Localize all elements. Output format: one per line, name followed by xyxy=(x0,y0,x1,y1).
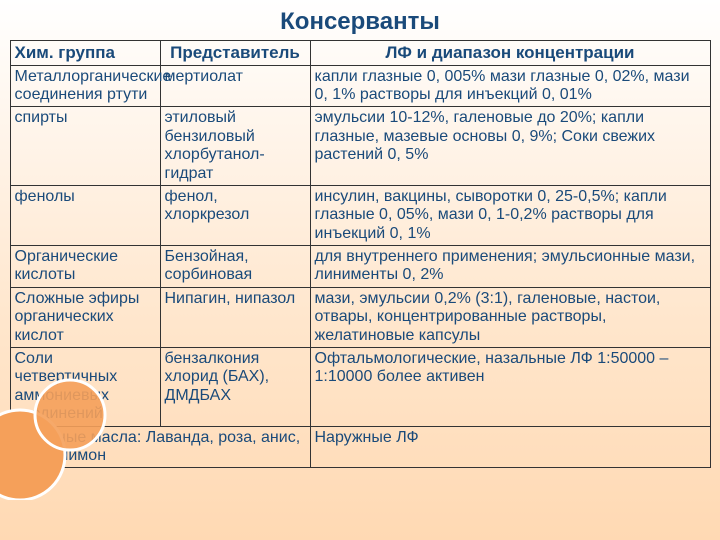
preservatives-table: Хим. группа Представитель ЛФ и диапазон … xyxy=(10,40,711,468)
cell-group: Соли четвертичных аммониевых соединений xyxy=(10,348,160,427)
table-row: Металлорганические соединения ртути мерт… xyxy=(10,65,710,107)
cell-group: спирты xyxy=(10,107,160,186)
cell-dosage: для внутреннего применения; эмульсионные… xyxy=(310,246,710,288)
table-row: Органические кислоты Бензойная, сорбинов… xyxy=(10,246,710,288)
cell-rep: мертиолат xyxy=(160,65,310,107)
header-dosage: ЛФ и диапазон концентрации xyxy=(310,41,710,66)
cell-rep: этиловый бензиловый хлорбутанол-гидрат xyxy=(160,107,310,186)
table-row: Соли четвертичных аммониевых соединений … xyxy=(10,348,710,427)
cell-group: фенолы xyxy=(10,185,160,245)
cell-rep: фенол, хлоркрезол xyxy=(160,185,310,245)
table-row: фенолы фенол, хлоркрезол инсулин, вакцин… xyxy=(10,185,710,245)
cell-dosage: инсулин, вакцины, сыворотки 0, 25-0,5%; … xyxy=(310,185,710,245)
table-row: спирты этиловый бензиловый хлорбутанол-г… xyxy=(10,107,710,186)
cell-dosage: мази, эмульсии 0,2% (3:1), галеновые, на… xyxy=(310,287,710,347)
cell-dosage: эмульсии 10-12%, галеновые до 20%; капли… xyxy=(310,107,710,186)
cell-dosage: Наружные ЛФ xyxy=(310,426,710,468)
cell-dosage: Офтальмологические, назальные ЛФ 1:50000… xyxy=(310,348,710,427)
slide: Консерванты Хим. группа Представитель ЛФ… xyxy=(0,0,720,540)
cell-group: Сложные эфиры органических кислот xyxy=(10,287,160,347)
cell-rep: Бензойная, сорбиновая xyxy=(160,246,310,288)
cell-group: Органические кислоты xyxy=(10,246,160,288)
cell-dosage: капли глазные 0, 005% мази глазные 0, 02… xyxy=(310,65,710,107)
table-row: Эфирные масла: Лаванда, роза, анис, лавр… xyxy=(10,426,710,468)
slide-title: Консерванты xyxy=(0,0,720,40)
cell-group: Металлорганические соединения ртути xyxy=(10,65,160,107)
header-chem-group: Хим. группа xyxy=(10,41,160,66)
table-row: Сложные эфиры органических кислот Нипаги… xyxy=(10,287,710,347)
header-representative: Представитель xyxy=(160,41,310,66)
cell-rep: бензалкония хлорид (БАХ), ДМДБАХ xyxy=(160,348,310,427)
cell-essential-oils: Эфирные масла: Лаванда, роза, анис, лавр… xyxy=(10,426,310,468)
cell-rep: Нипагин, нипазол xyxy=(160,287,310,347)
table-header-row: Хим. группа Представитель ЛФ и диапазон … xyxy=(10,41,710,66)
